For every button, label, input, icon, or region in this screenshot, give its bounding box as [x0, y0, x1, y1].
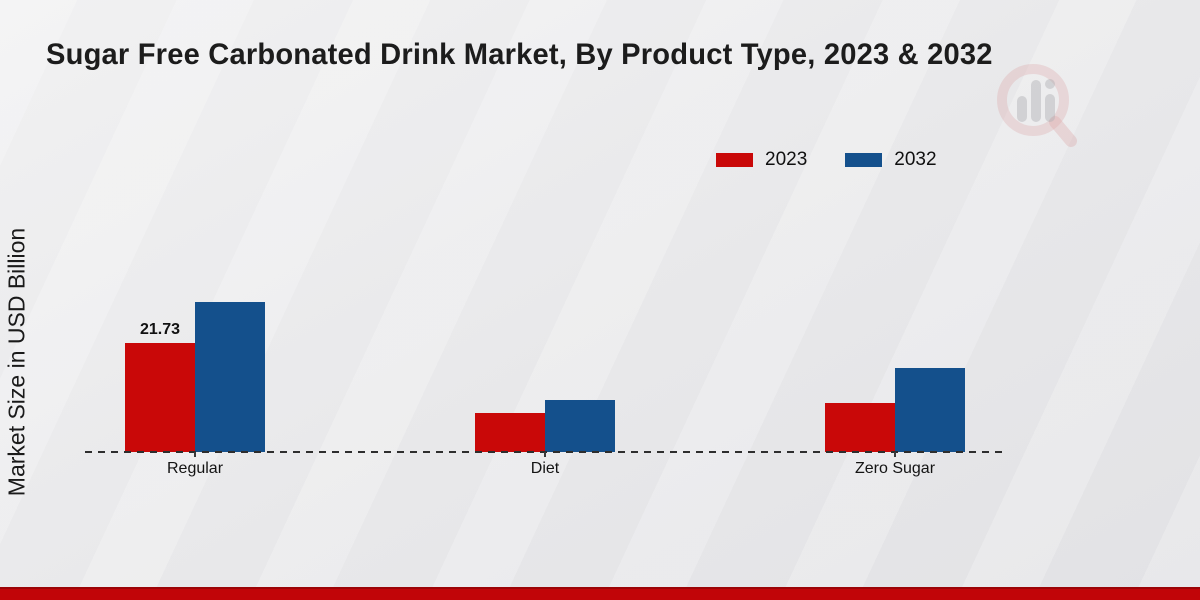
x-axis-tick: [544, 452, 546, 457]
bar-diet-2023: [475, 413, 545, 452]
legend-item-2032: 2032: [845, 149, 937, 171]
x-axis-category-label: Diet: [530, 460, 560, 477]
legend-swatch-2032-icon: [845, 153, 883, 167]
x-axis-baseline: [85, 451, 1007, 453]
legend-label-2032: 2032: [894, 149, 937, 170]
bar-zero-sugar-2023: [825, 403, 895, 452]
bar-zero-sugar-2032: [895, 368, 965, 452]
legend-label-2023: 2023: [765, 149, 808, 170]
chart-title: Sugar Free Carbonated Drink Market, By P…: [46, 38, 993, 71]
legend-swatch-2023-icon: [716, 153, 753, 167]
bar-diet-2032: [545, 400, 615, 452]
bar-value-label: 21.73: [139, 321, 181, 338]
footer-bar: [0, 587, 1200, 600]
bar-chart-magnifier-logo-icon: [997, 64, 1077, 147]
legend-item-2023: 2023: [716, 149, 807, 171]
x-axis-category-label: Zero Sugar: [854, 460, 936, 477]
bar-regular-2032: [195, 302, 265, 452]
x-axis-tick: [894, 452, 896, 457]
x-axis-category-label: Regular: [166, 460, 224, 477]
x-axis-tick: [194, 452, 196, 457]
bar-regular-2023: [125, 343, 195, 452]
legend: 2023 2032: [716, 149, 937, 171]
